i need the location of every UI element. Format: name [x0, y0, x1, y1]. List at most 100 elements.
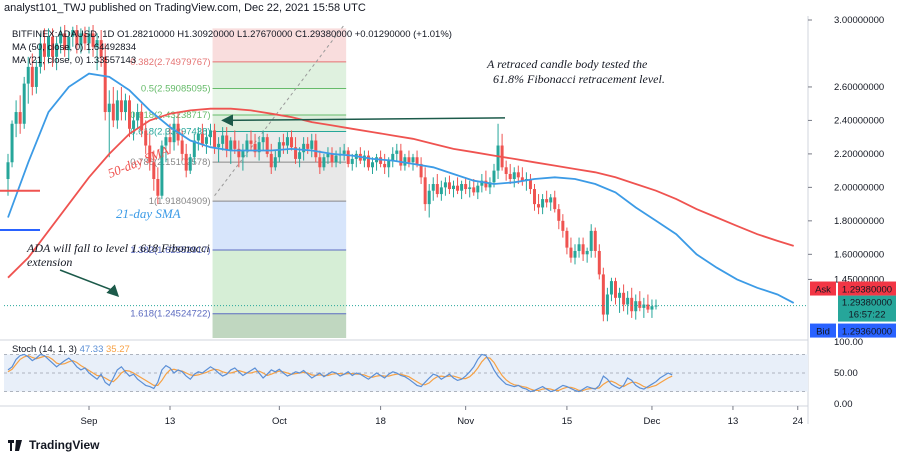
candle[interactable] — [140, 103, 144, 138]
candle[interactable] — [273, 150, 277, 171]
candle[interactable] — [484, 170, 488, 191]
candle[interactable] — [6, 153, 10, 196]
candle[interactable] — [71, 26, 75, 47]
candle[interactable] — [115, 90, 119, 129]
candle[interactable] — [427, 184, 431, 218]
candle[interactable] — [253, 133, 257, 158]
candle[interactable] — [95, 33, 99, 71]
candle[interactable] — [290, 130, 293, 151]
candle[interactable] — [103, 43, 107, 121]
candle[interactable] — [10, 120, 14, 168]
candle[interactable] — [192, 133, 196, 164]
candle[interactable] — [111, 86, 115, 128]
candle[interactable] — [488, 177, 492, 195]
candle[interactable] — [160, 140, 164, 200]
candle[interactable] — [294, 137, 298, 164]
candle[interactable] — [26, 56, 30, 104]
candle[interactable] — [261, 130, 265, 151]
candle[interactable] — [14, 100, 18, 138]
candle[interactable] — [18, 95, 22, 134]
candle[interactable] — [249, 130, 253, 151]
candle[interactable] — [480, 173, 484, 193]
candle[interactable] — [136, 103, 140, 129]
candle[interactable] — [241, 143, 245, 171]
candle[interactable] — [156, 167, 160, 205]
candle[interactable] — [577, 237, 581, 258]
candle[interactable] — [443, 177, 447, 196]
candle[interactable] — [520, 167, 524, 186]
candle[interactable] — [411, 153, 415, 171]
candle[interactable] — [318, 150, 322, 174]
candle[interactable] — [168, 123, 172, 154]
candle[interactable] — [326, 147, 330, 164]
candle[interactable] — [225, 127, 229, 158]
candle[interactable] — [285, 132, 289, 154]
candle[interactable] — [330, 147, 334, 168]
candle[interactable] — [460, 180, 464, 200]
candle[interactable] — [200, 123, 204, 148]
candle[interactable] — [626, 291, 630, 315]
candle[interactable] — [468, 180, 472, 198]
candle[interactable] — [569, 237, 573, 263]
candle[interactable] — [573, 244, 577, 265]
candle[interactable] — [79, 28, 83, 54]
candle[interactable] — [123, 93, 127, 121]
candle[interactable] — [553, 190, 557, 213]
candle[interactable] — [322, 153, 326, 171]
candle[interactable] — [59, 26, 63, 54]
candle[interactable] — [614, 277, 617, 305]
candle[interactable] — [47, 28, 50, 64]
candle[interactable] — [407, 150, 411, 168]
candle[interactable] — [22, 76, 26, 129]
candle[interactable] — [310, 133, 314, 158]
candle[interactable] — [148, 133, 152, 171]
candle[interactable] — [650, 299, 654, 318]
candle[interactable] — [366, 150, 370, 171]
candle[interactable] — [119, 86, 123, 121]
candle[interactable] — [609, 277, 613, 302]
candle[interactable] — [132, 112, 136, 141]
candle[interactable] — [358, 147, 362, 164]
candle[interactable] — [585, 247, 589, 263]
candle[interactable] — [184, 143, 188, 178]
candle[interactable] — [447, 175, 451, 195]
candle[interactable] — [601, 267, 605, 322]
candle[interactable] — [431, 177, 435, 201]
candle[interactable] — [298, 147, 302, 168]
candle[interactable] — [634, 294, 638, 320]
candle[interactable] — [589, 224, 593, 258]
candle[interactable] — [188, 153, 192, 174]
candle[interactable] — [30, 53, 34, 96]
candle[interactable] — [508, 163, 512, 185]
candle[interactable] — [51, 28, 55, 67]
candle[interactable] — [504, 160, 508, 181]
candle[interactable] — [456, 177, 460, 195]
candle[interactable] — [597, 244, 601, 280]
candle[interactable] — [371, 157, 374, 174]
candle[interactable] — [107, 90, 111, 158]
candle[interactable] — [593, 227, 597, 258]
candle[interactable] — [630, 287, 634, 318]
candle[interactable] — [419, 157, 423, 185]
candle[interactable] — [302, 137, 306, 161]
candle[interactable] — [128, 95, 131, 138]
candle[interactable] — [42, 28, 46, 71]
candle[interactable] — [476, 182, 480, 200]
candle[interactable] — [512, 167, 516, 188]
candle[interactable] — [362, 150, 366, 168]
candle[interactable] — [500, 133, 504, 171]
candle[interactable] — [472, 179, 476, 196]
candle[interactable] — [204, 128, 208, 154]
candle[interactable] — [354, 150, 358, 168]
candle[interactable] — [528, 173, 532, 195]
candle[interactable] — [533, 184, 536, 211]
candle[interactable] — [391, 147, 395, 168]
candle[interactable] — [524, 172, 528, 191]
candle[interactable] — [399, 143, 403, 171]
candle[interactable] — [618, 287, 622, 313]
candle[interactable] — [67, 31, 71, 61]
candle[interactable] — [452, 180, 455, 198]
candle[interactable] — [55, 36, 59, 71]
candle[interactable] — [383, 153, 387, 174]
candle[interactable] — [537, 194, 541, 215]
